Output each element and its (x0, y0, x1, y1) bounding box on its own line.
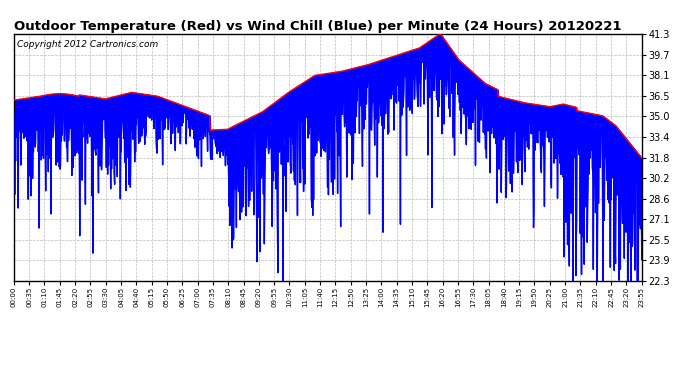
Text: Copyright 2012 Cartronics.com: Copyright 2012 Cartronics.com (17, 40, 158, 49)
Text: Outdoor Temperature (Red) vs Wind Chill (Blue) per Minute (24 Hours) 20120221: Outdoor Temperature (Red) vs Wind Chill … (14, 20, 621, 33)
